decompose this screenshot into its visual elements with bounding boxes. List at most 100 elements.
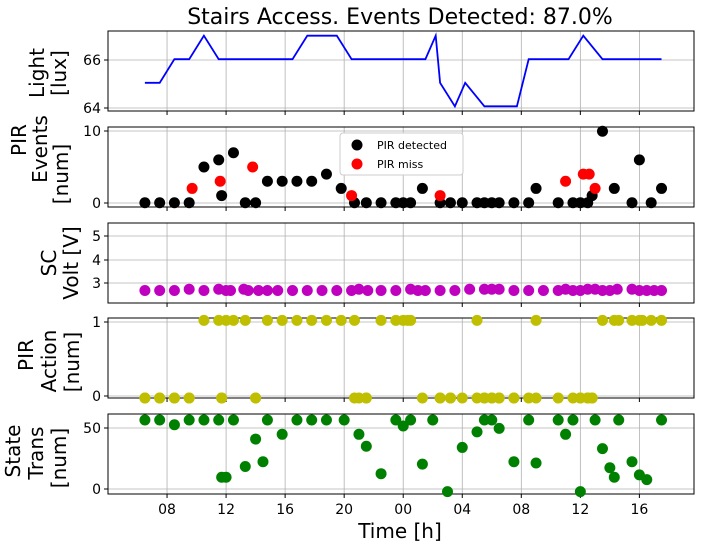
y-tick-label: 0 [92,389,101,405]
data-point [656,314,668,326]
data-point [636,314,648,326]
data-point [493,392,505,404]
data-point [227,147,239,159]
data-point [186,182,198,194]
data-point [471,314,483,326]
plot-frame [107,222,695,304]
data-point [508,285,520,296]
y-axis-label-line: [num] [60,332,84,392]
data-point [390,285,402,296]
data-point [216,190,228,202]
data-point [306,175,318,187]
data-point [656,285,668,296]
data-point [139,414,151,426]
data-point [633,154,645,166]
legend: PIR detected PIR miss [339,132,464,176]
y-axis-label-line: Events [28,115,52,183]
y-axis-label-line: Action [37,330,61,393]
x-tick-labels: 08 12 16 20 00 04 08 12 16 [158,502,648,518]
data-point [608,471,620,483]
y-axis-label-line: PIR [7,124,31,156]
data-point [320,168,332,180]
data-point [444,197,456,209]
y-tick-label: 0 [92,196,101,212]
data-point [613,314,625,326]
data-point [441,486,453,498]
data-point [645,197,657,209]
panel-5: 0 50 State Trans [num] [1,413,695,498]
data-point [154,197,166,209]
series-marks [139,314,668,404]
data-point [604,462,616,474]
data-point [405,314,417,326]
x-axis-label: Time [h] [357,519,442,543]
data-point [434,392,446,404]
data-point [353,428,365,440]
data-point [416,458,428,470]
x-tick-label: 20 [335,502,353,518]
data-point [183,283,195,295]
data-point [220,471,232,483]
data-point [250,197,262,209]
data-point [449,285,461,296]
legend-label: PIR detected [377,139,447,152]
data-point [250,392,262,404]
data-point [641,474,653,486]
y-tick-label: 1 [92,315,101,331]
data-point [301,285,313,296]
data-point [331,285,343,296]
data-point [375,285,387,296]
y-axis-label-line: [num] [47,428,71,488]
data-point [375,468,387,480]
data-point [239,461,251,473]
data-point [444,392,456,404]
data-point [530,457,542,469]
data-point [552,414,564,426]
data-point [567,414,579,426]
y-axis-label-line: State [1,425,25,478]
data-point [626,197,638,209]
data-point [613,414,625,426]
data-point [456,441,468,453]
data-point [261,285,273,296]
data-point [306,314,318,326]
data-point [261,414,273,426]
data-point [419,285,431,296]
data-point [306,414,318,426]
data-point [213,154,225,166]
data-point [198,414,210,426]
data-point [335,314,347,326]
legend-marker [351,139,363,151]
x-tick-label: 08 [512,502,530,518]
panel-4: 0 1 PIR Action [num] [14,314,695,405]
data-point [261,314,273,326]
y-tick-label: 0 [92,482,101,498]
data-point [139,197,151,209]
data-point [168,197,180,209]
data-point [560,428,572,440]
y-axis-label-line: [num] [49,144,73,204]
data-point [216,392,228,404]
data-point [276,428,288,440]
data-point [508,392,520,404]
y-tick-label: 64 [83,101,101,117]
data-point [560,175,572,187]
data-point [390,414,402,426]
data-point [253,285,265,296]
data-point [523,285,535,296]
data-point [456,197,468,209]
data-point [198,285,210,296]
plot-frame [107,30,695,112]
data-point [287,285,299,296]
data-point [493,422,505,434]
data-point [168,285,180,296]
panel-1: 64 66 Light[lux] [25,30,695,117]
data-point [360,392,372,404]
data-point [530,392,542,404]
data-point [349,392,361,404]
x-tick-label: 12 [571,502,589,518]
data-point [239,197,251,209]
data-point [493,283,505,295]
